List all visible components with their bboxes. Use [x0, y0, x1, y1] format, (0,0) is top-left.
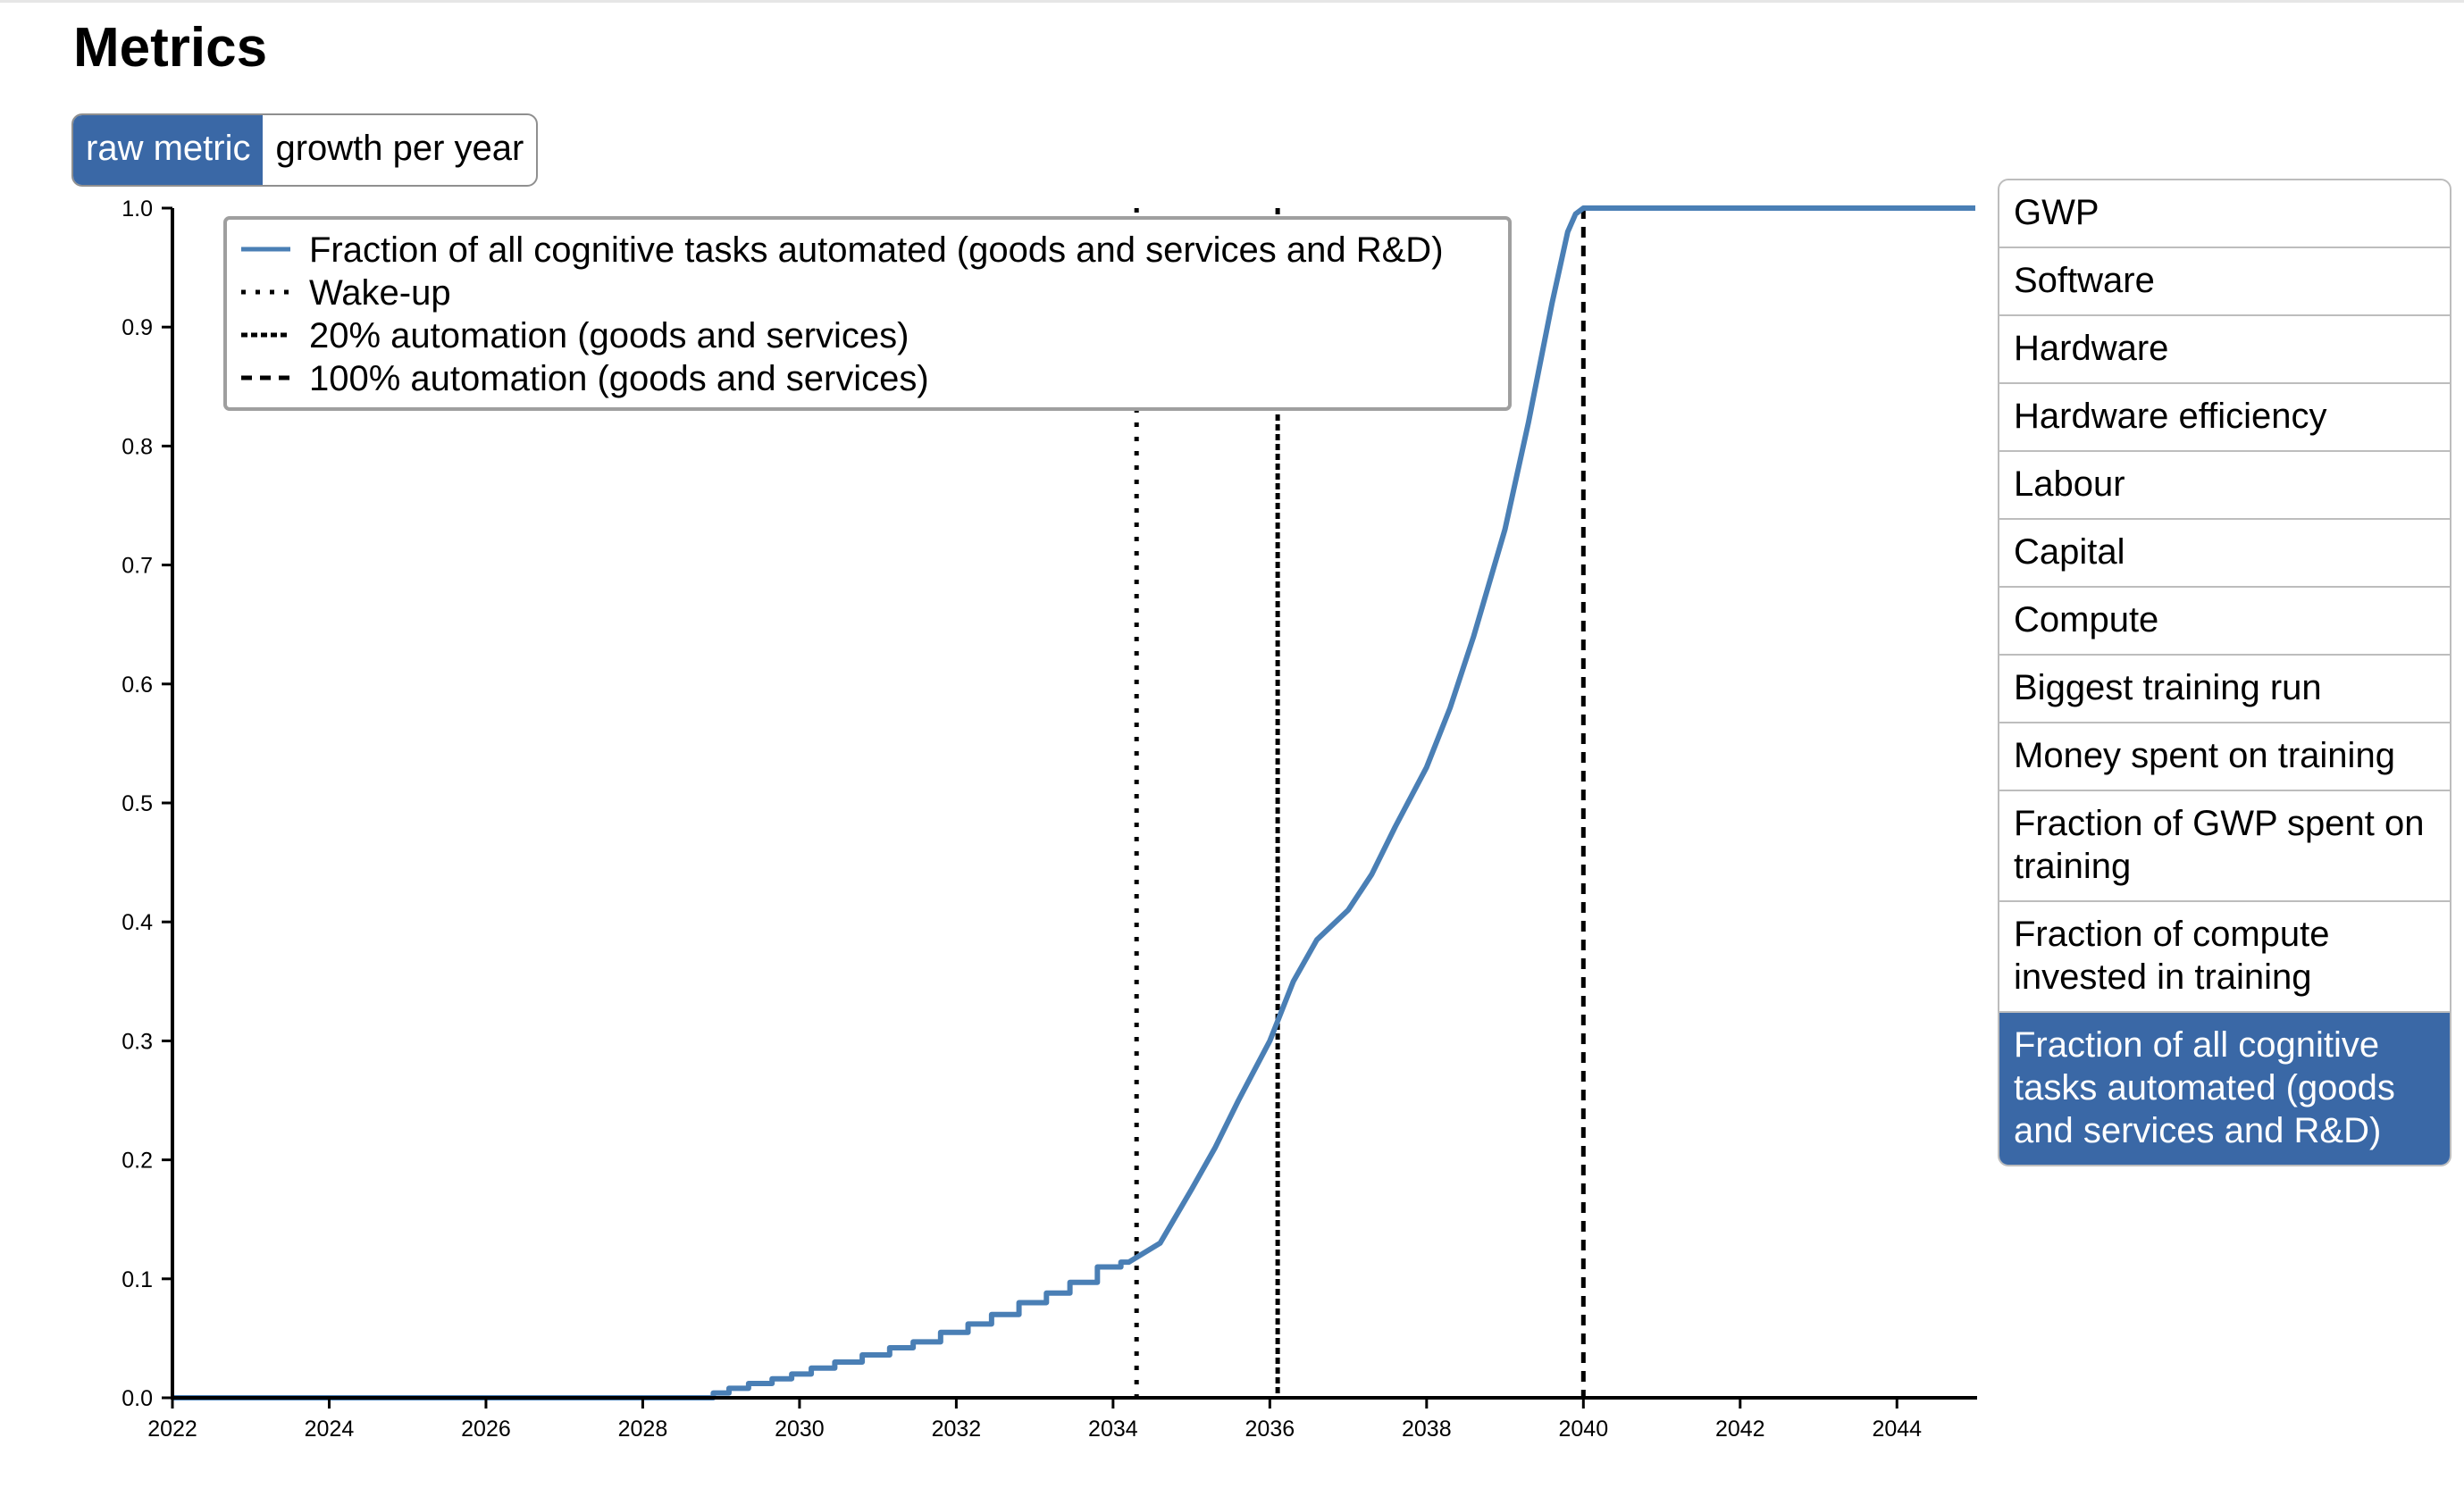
- y-tick-label: 0.0: [122, 1386, 153, 1411]
- metric-item[interactable]: Software: [1999, 248, 2450, 316]
- metric-item[interactable]: Compute: [1999, 588, 2450, 656]
- x-tick-label: 2038: [1402, 1417, 1452, 1442]
- metric-item[interactable]: Biggest training run: [1999, 656, 2450, 723]
- y-tick-label: 0.7: [122, 554, 153, 579]
- growth-per-year-button[interactable]: growth per year: [275, 129, 524, 168]
- metric-item[interactable]: Hardware: [1999, 316, 2450, 384]
- legend-label-1: Wake-up: [309, 273, 451, 313]
- x-tick-label: 2026: [461, 1417, 511, 1442]
- legend-box: [223, 216, 1512, 411]
- x-tick-label: 2036: [1245, 1417, 1295, 1442]
- raw-metric-button[interactable]: raw metric: [73, 115, 264, 185]
- x-tick-label: 2030: [775, 1417, 825, 1442]
- axes: 0.0 0.1 0.2 0.3 0.4 0.5 0.6 0.7 0.8 0.9 1.0 2022 202…: [122, 196, 1977, 1442]
- y-tick-label: 0.3: [122, 1029, 153, 1054]
- legend-label-2: 20% automation (goods and services): [309, 316, 909, 355]
- top-border: [0, 0, 2464, 3]
- x-tick-label: 2032: [932, 1417, 982, 1442]
- metric-item[interactable]: Labour: [1999, 452, 2450, 520]
- y-tick-label: 0.6: [122, 673, 153, 698]
- x-tick-label: 2028: [618, 1417, 668, 1442]
- legend-label-0: Fraction of all cognitive tasks automate…: [309, 230, 1444, 270]
- y-tick-label: 0.1: [122, 1267, 153, 1292]
- x-tick-label: 2042: [1715, 1417, 1765, 1442]
- y-tick-label: 0.2: [122, 1149, 153, 1174]
- metric-selector[interactable]: GWP Software Hardware Hardware efficiency La…: [1998, 179, 2451, 1166]
- y-tick-label: 0.4: [122, 910, 153, 935]
- metric-chart: 0.0 0.1 0.2 0.3 0.4 0.5 0.6 0.7 0.8 0.9 1.0 2022 202…: [122, 196, 1977, 1442]
- y-tick-label: 1.0: [122, 196, 153, 222]
- metric-item[interactable]: Fraction of compute invested in training: [1999, 902, 2450, 1013]
- metric-item[interactable]: Capital: [1999, 520, 2450, 588]
- x-tick-label: 2040: [1558, 1417, 1608, 1442]
- y-tick-label: 0.9: [122, 315, 153, 340]
- chart-legend: Fraction of all cognitive tasks automate…: [223, 216, 1512, 411]
- x-tick-label: 2034: [1088, 1417, 1138, 1442]
- metric-item[interactable]: Fraction of GWP spent on training: [1999, 791, 2450, 902]
- metric-item[interactable]: Money spent on training: [1999, 723, 2450, 791]
- x-tick-label: 2022: [147, 1417, 197, 1442]
- metric-item[interactable]: Hardware efficiency: [1999, 384, 2450, 452]
- mode-toggle[interactable]: raw metric growth per year: [71, 113, 539, 187]
- metric-item[interactable]: Fraction of all cognitive tasks automate…: [1999, 1013, 2450, 1165]
- legend-label-3: 100% automation (goods and services): [309, 359, 929, 398]
- metric-item[interactable]: GWP: [1999, 180, 2450, 248]
- y-tick-label: 0.5: [122, 791, 153, 816]
- page-title: Metrics: [73, 17, 268, 79]
- x-tick-label: 2044: [1872, 1417, 1922, 1442]
- series-line-cognitive-tasks: [172, 205, 1975, 1400]
- x-tick-label: 2024: [305, 1417, 355, 1442]
- y-tick-label: 0.8: [122, 434, 153, 459]
